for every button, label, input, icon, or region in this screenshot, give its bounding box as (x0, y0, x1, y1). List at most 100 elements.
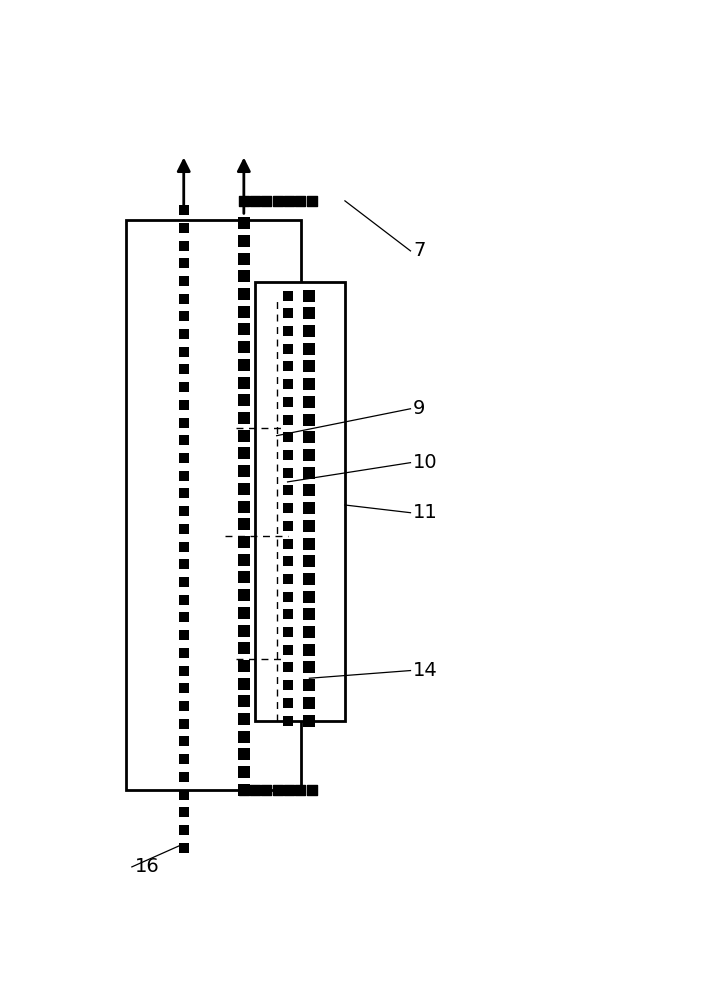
Point (238, 339, 250, 355)
Point (238, 605, 250, 621)
Point (304, 412, 315, 428)
Text: 11: 11 (413, 503, 438, 522)
Point (238, 481, 250, 497)
Point (178, 379, 190, 395)
Point (238, 251, 250, 267)
Point (283, 193, 295, 209)
Point (304, 606, 315, 622)
Point (178, 663, 190, 679)
Point (282, 358, 293, 374)
Point (178, 326, 190, 342)
Point (238, 516, 250, 532)
Point (238, 693, 250, 709)
Point (304, 323, 315, 339)
Point (304, 571, 315, 587)
Point (238, 410, 250, 426)
Point (304, 518, 315, 534)
Point (282, 571, 293, 587)
Point (261, 193, 272, 209)
Point (178, 592, 190, 608)
Point (238, 764, 250, 780)
Point (304, 500, 315, 516)
Point (304, 677, 315, 693)
Text: 14: 14 (413, 661, 438, 680)
Point (178, 450, 190, 466)
Point (238, 499, 250, 515)
Point (282, 447, 293, 463)
Point (178, 202, 190, 218)
Point (178, 273, 190, 289)
Point (178, 361, 190, 377)
Point (304, 482, 315, 498)
Point (282, 288, 293, 304)
Point (238, 729, 250, 745)
Point (178, 308, 190, 324)
Point (282, 323, 293, 339)
Point (282, 500, 293, 516)
Point (178, 397, 190, 413)
Point (304, 447, 315, 463)
Point (238, 375, 250, 391)
Point (282, 412, 293, 428)
Point (238, 623, 250, 639)
Point (178, 291, 190, 307)
Point (304, 394, 315, 410)
Point (304, 288, 315, 304)
Point (282, 659, 293, 675)
Bar (126, 220, 301, 790)
Point (238, 233, 250, 249)
Point (238, 286, 250, 302)
Point (304, 536, 315, 552)
Point (282, 642, 293, 658)
Point (238, 357, 250, 373)
Point (306, 782, 317, 798)
Point (178, 787, 190, 803)
Point (178, 769, 190, 785)
Point (304, 695, 315, 711)
Point (272, 782, 283, 798)
Point (238, 268, 250, 284)
Point (250, 193, 261, 209)
Point (304, 713, 315, 729)
Point (178, 415, 190, 431)
Point (178, 822, 190, 838)
Point (238, 445, 250, 461)
Point (304, 553, 315, 569)
Point (304, 358, 315, 374)
Point (282, 713, 293, 729)
Point (304, 341, 315, 357)
Point (178, 238, 190, 254)
Point (178, 840, 190, 856)
Point (272, 193, 283, 209)
Point (304, 589, 315, 605)
Point (178, 680, 190, 696)
Point (178, 609, 190, 625)
Point (238, 587, 250, 603)
Text: 16: 16 (135, 857, 159, 876)
Point (261, 782, 272, 798)
Point (282, 606, 293, 622)
Point (238, 676, 250, 692)
Point (238, 658, 250, 674)
Point (178, 344, 190, 360)
Point (238, 321, 250, 337)
Point (282, 305, 293, 321)
Point (282, 394, 293, 410)
Point (178, 804, 190, 820)
Point (178, 645, 190, 661)
Point (295, 782, 306, 798)
Point (304, 305, 315, 321)
Point (178, 698, 190, 714)
Point (282, 624, 293, 640)
Point (178, 539, 190, 555)
Point (283, 782, 295, 798)
Point (282, 589, 293, 605)
Point (238, 463, 250, 479)
Point (304, 642, 315, 658)
Text: 7: 7 (413, 241, 426, 260)
Point (282, 677, 293, 693)
Point (238, 215, 250, 231)
Point (238, 392, 250, 408)
Point (178, 751, 190, 767)
Point (238, 640, 250, 656)
